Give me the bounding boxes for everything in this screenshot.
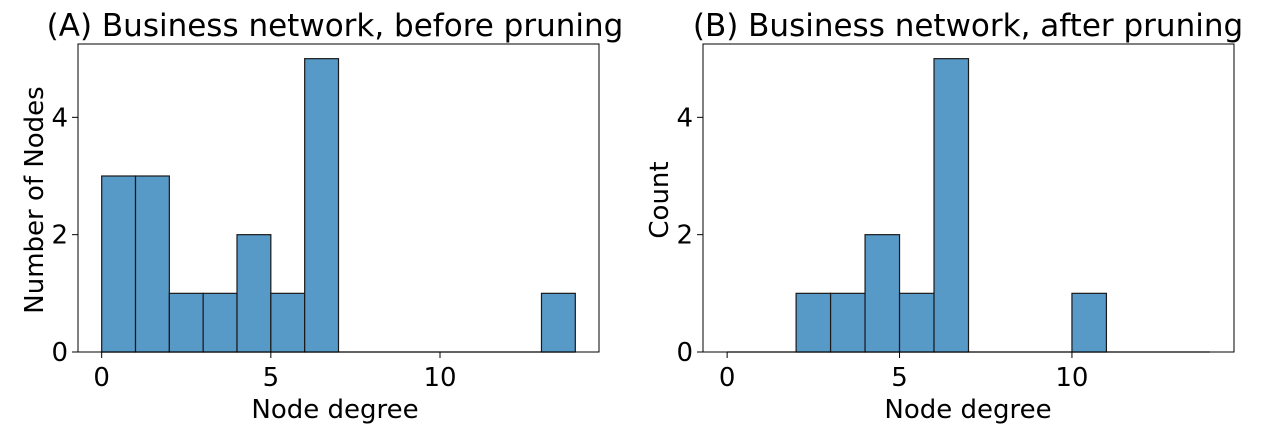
panel-b-title: (B) Business network, after pruning (693, 8, 1243, 44)
panel-a-bar (168, 292, 204, 353)
panel-a-xlabel: Node degree (251, 395, 418, 425)
panel-a-ytick-label: 4 (51, 103, 68, 133)
panel-a-bar (304, 58, 340, 353)
panel-b-xtick-label: 5 (891, 363, 908, 393)
panel-b-xtick-label: 10 (1055, 363, 1088, 393)
panel-b-bar (898, 292, 935, 353)
panel-b-bar (1071, 292, 1108, 353)
panel-a-bar (101, 175, 137, 353)
panel-a-ytick-label: 2 (51, 221, 68, 251)
panel-b-bar (933, 58, 970, 353)
panel-a-bar (270, 292, 306, 353)
panel-b-bar (864, 234, 901, 353)
panel-b: (B) Business network, after pruning Node… (645, 8, 1243, 425)
panel-b-xlabel: Node degree (884, 395, 1051, 425)
panel-a-xtick-label: 0 (93, 363, 110, 393)
panel-a-ylabel: Number of Nodes (20, 86, 50, 313)
panel-b-bars (727, 58, 1210, 353)
panel-b-ytick-label: 0 (676, 338, 693, 368)
panel-b-bar (795, 292, 832, 353)
panel-a-bar (202, 292, 238, 353)
panel-b-ytick-label: 4 (676, 103, 693, 133)
panel-a-ytick-label: 0 (51, 338, 68, 368)
panel-a-ticks: 0 5 10 0 2 4 (51, 103, 456, 393)
panel-a-bar (134, 175, 170, 353)
panel-a-bar (540, 292, 576, 353)
panel-a-xtick-label: 10 (423, 363, 456, 393)
panel-a-title: (A) Business network, before pruning (47, 8, 624, 44)
panel-a: (A) Business network, before pruning Nod… (20, 8, 623, 425)
panel-a-bar (236, 234, 272, 353)
panel-b-ylabel: Count (645, 161, 675, 238)
panel-b-ticks: 0 5 10 0 2 4 (676, 103, 1088, 393)
panel-b-bar (829, 292, 866, 353)
panel-a-axes-frame (77, 43, 600, 353)
panel-a-xtick-label: 5 (263, 363, 280, 393)
panel-b-ytick-label: 2 (676, 221, 693, 251)
panel-b-axes-frame (702, 43, 1235, 353)
panel-b-xtick-label: 0 (719, 363, 736, 393)
